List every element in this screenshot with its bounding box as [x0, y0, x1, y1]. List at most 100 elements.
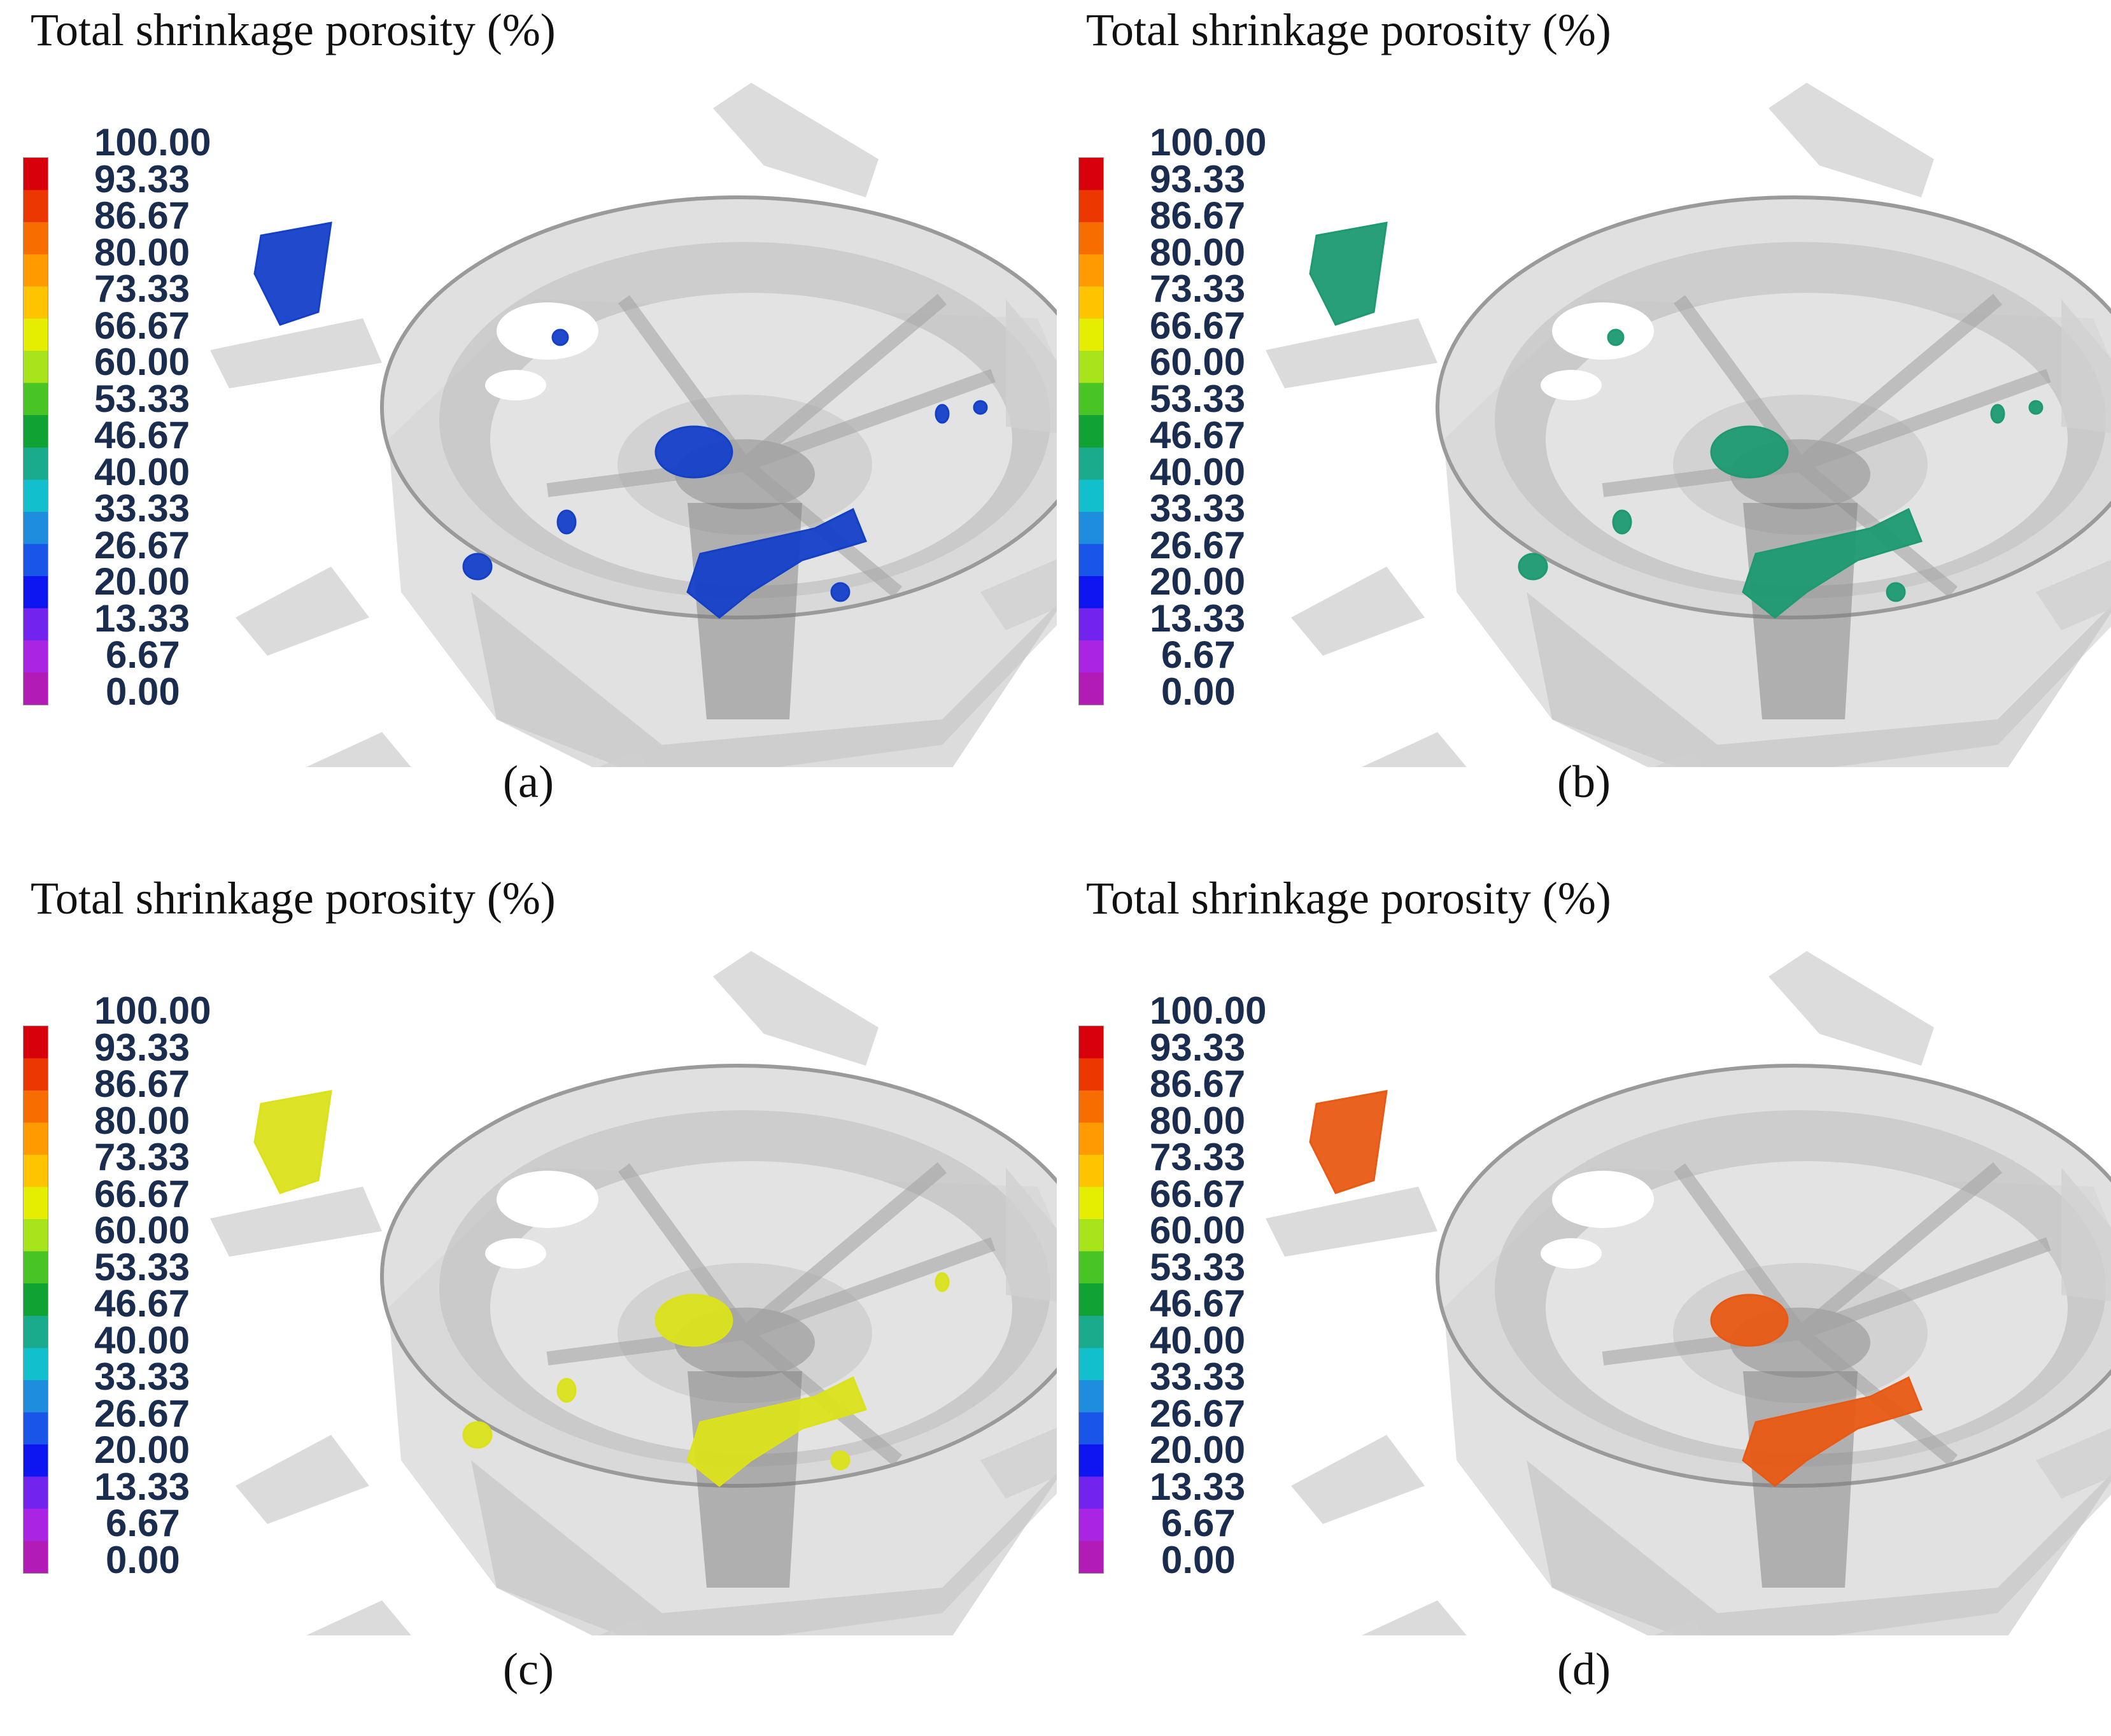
porosity-spot-2	[556, 1378, 577, 1403]
colorbar-tick-label: 33.33	[1150, 487, 1246, 530]
colorbar-tick-label: 100.00	[1150, 989, 1267, 1032]
porosity-cluster-hub	[1710, 1294, 1789, 1347]
colorbar-tick-label: 26.67	[1150, 1392, 1246, 1435]
tab-bottom-mid	[1654, 751, 1705, 767]
opening-large	[1552, 302, 1654, 360]
colorbar-tick-label: 80.00	[1150, 230, 1246, 274]
porosity-cluster-hub	[1710, 425, 1789, 479]
porosity-cluster-arm	[1742, 1376, 1923, 1487]
casting-render	[210, 83, 1057, 767]
opening-small	[485, 1238, 546, 1269]
panel-title: Total shrinkage porosity (%)	[1086, 4, 1611, 55]
casting-render	[1266, 951, 2111, 1635]
colorbar	[1078, 1026, 1104, 1574]
porosity-cluster-left	[1309, 222, 1388, 326]
colorbar-tick-label: 6.67	[1161, 1502, 1236, 1544]
tab-bottom-right	[980, 559, 1057, 630]
colorbar-tick-label: 33.33	[94, 487, 190, 530]
panel-label: (a)	[503, 756, 554, 807]
panel-a: Total shrinkage porosity (%) 100.00 93.33…	[0, 0, 1057, 868]
colorbar-tick-label: 60.00	[1150, 341, 1246, 383]
colorbar-tick-label: 66.67	[1150, 304, 1246, 347]
colorbar-tick-label: 0.00	[1161, 670, 1236, 713]
riser-top	[713, 951, 879, 1066]
tab-bottom-mid	[598, 751, 649, 767]
colorbar-tick-label: 33.33	[94, 1355, 190, 1398]
porosity-cluster-left	[253, 222, 332, 326]
gate-left-top	[210, 318, 382, 388]
colorbar-tick-label: 80.00	[1150, 1099, 1246, 1142]
colorbar-tick-label: 6.67	[1161, 633, 1236, 676]
porosity-spot-4	[551, 328, 569, 346]
porosity-spot-4	[1607, 328, 1625, 346]
panel-b: Total shrinkage porosity (%) 100.00 93.33…	[1056, 0, 2111, 868]
colorbar-tick-label: 100.00	[94, 989, 211, 1032]
colorbar-tick-label: 26.67	[1150, 523, 1246, 567]
tab-bottom-left	[1361, 1600, 1467, 1635]
porosity-cluster-arm	[686, 1376, 868, 1487]
colorbar-tick-label: 20.00	[94, 560, 190, 603]
colorbar-tick-label: 80.00	[94, 1099, 190, 1142]
colorbar-tick-label: 86.67	[1150, 1062, 1246, 1105]
opening-large	[497, 1171, 598, 1228]
colorbar-tick-label: 40.00	[94, 450, 190, 493]
panel-title: Total shrinkage porosity (%)	[31, 873, 556, 924]
colorbar-tick-label: 26.67	[94, 1392, 190, 1435]
opening-large	[1552, 1171, 1654, 1228]
riser-top	[713, 83, 879, 197]
colorbar-tick-label: 80.00	[94, 230, 190, 274]
gate-left-bottom	[1291, 1435, 1425, 1524]
gate-right	[2061, 1168, 2111, 1302]
colorbar-tick-label: 86.67	[1150, 194, 1246, 237]
colorbar-tick-label: 33.33	[1150, 1355, 1246, 1398]
opening-small	[485, 370, 546, 400]
porosity-spot-6	[2028, 400, 2044, 415]
gate-left-top	[1266, 318, 1437, 388]
colorbar-tick-label: 53.33	[1150, 1245, 1246, 1288]
colorbar-tick-label: 40.00	[1150, 450, 1246, 493]
gate-left-bottom	[236, 1435, 369, 1524]
tab-bottom-mid	[1654, 1620, 1705, 1635]
colorbar-tick-label: 53.33	[1150, 377, 1246, 420]
porosity-cluster-hub	[654, 425, 733, 479]
colorbar-tick-label: 93.33	[94, 1026, 190, 1069]
colorbar-tick-label: 13.33	[94, 596, 190, 640]
tab-bottom-right	[980, 1427, 1057, 1499]
opening-large	[497, 302, 598, 360]
base-frame	[471, 1460, 1057, 1635]
colorbar-tick-label: 6.67	[106, 633, 180, 676]
colorbar-tick-label: 60.00	[94, 341, 190, 383]
colorbar-tick-label: 46.67	[94, 1282, 190, 1325]
colorbar-tick-label: 100.00	[94, 121, 211, 164]
panel-label: (c)	[503, 1644, 554, 1695]
colorbar-tick-label: 6.67	[106, 1502, 180, 1544]
colorbar-tick-label: 0.00	[1161, 1538, 1236, 1581]
gate-left-bottom	[236, 567, 369, 656]
porosity-spot-2	[556, 509, 577, 535]
panel-d: Total shrinkage porosity (%) 100.00 93.33…	[1056, 868, 2111, 1736]
colorbar-tick-label: 66.67	[94, 1172, 190, 1215]
colorbar-tick-label: 20.00	[1150, 560, 1246, 603]
colorbar-tick-label: 53.33	[94, 377, 190, 420]
gate-left-bottom	[1291, 567, 1425, 656]
colorbar-tick-label: 13.33	[1150, 596, 1246, 640]
porosity-cluster-left	[1309, 1090, 1388, 1194]
porosity-spot-5	[935, 404, 950, 424]
tab-bottom-right	[2036, 1428, 2111, 1499]
porosity-spot-3	[1886, 582, 1906, 602]
colorbar	[1078, 157, 1104, 705]
tab-bottom-mid	[598, 1620, 649, 1635]
colorbar	[23, 157, 48, 705]
tab-bottom-left	[1361, 732, 1467, 767]
porosity-spot-1	[462, 553, 493, 581]
base-frame	[1527, 1460, 2111, 1635]
tab-bottom-left	[306, 1600, 411, 1635]
porosity-spot-5	[935, 1272, 950, 1292]
colorbar-tick-label: 13.33	[94, 1465, 190, 1508]
colorbar-tick-label: 0.00	[106, 1538, 180, 1581]
colorbar-tick-label: 60.00	[94, 1209, 190, 1252]
colorbar-tick-label: 20.00	[94, 1429, 190, 1471]
porosity-cluster-arm	[1742, 507, 1923, 619]
opening-small	[1541, 370, 1602, 400]
colorbar-tick-label: 86.67	[94, 1062, 190, 1105]
